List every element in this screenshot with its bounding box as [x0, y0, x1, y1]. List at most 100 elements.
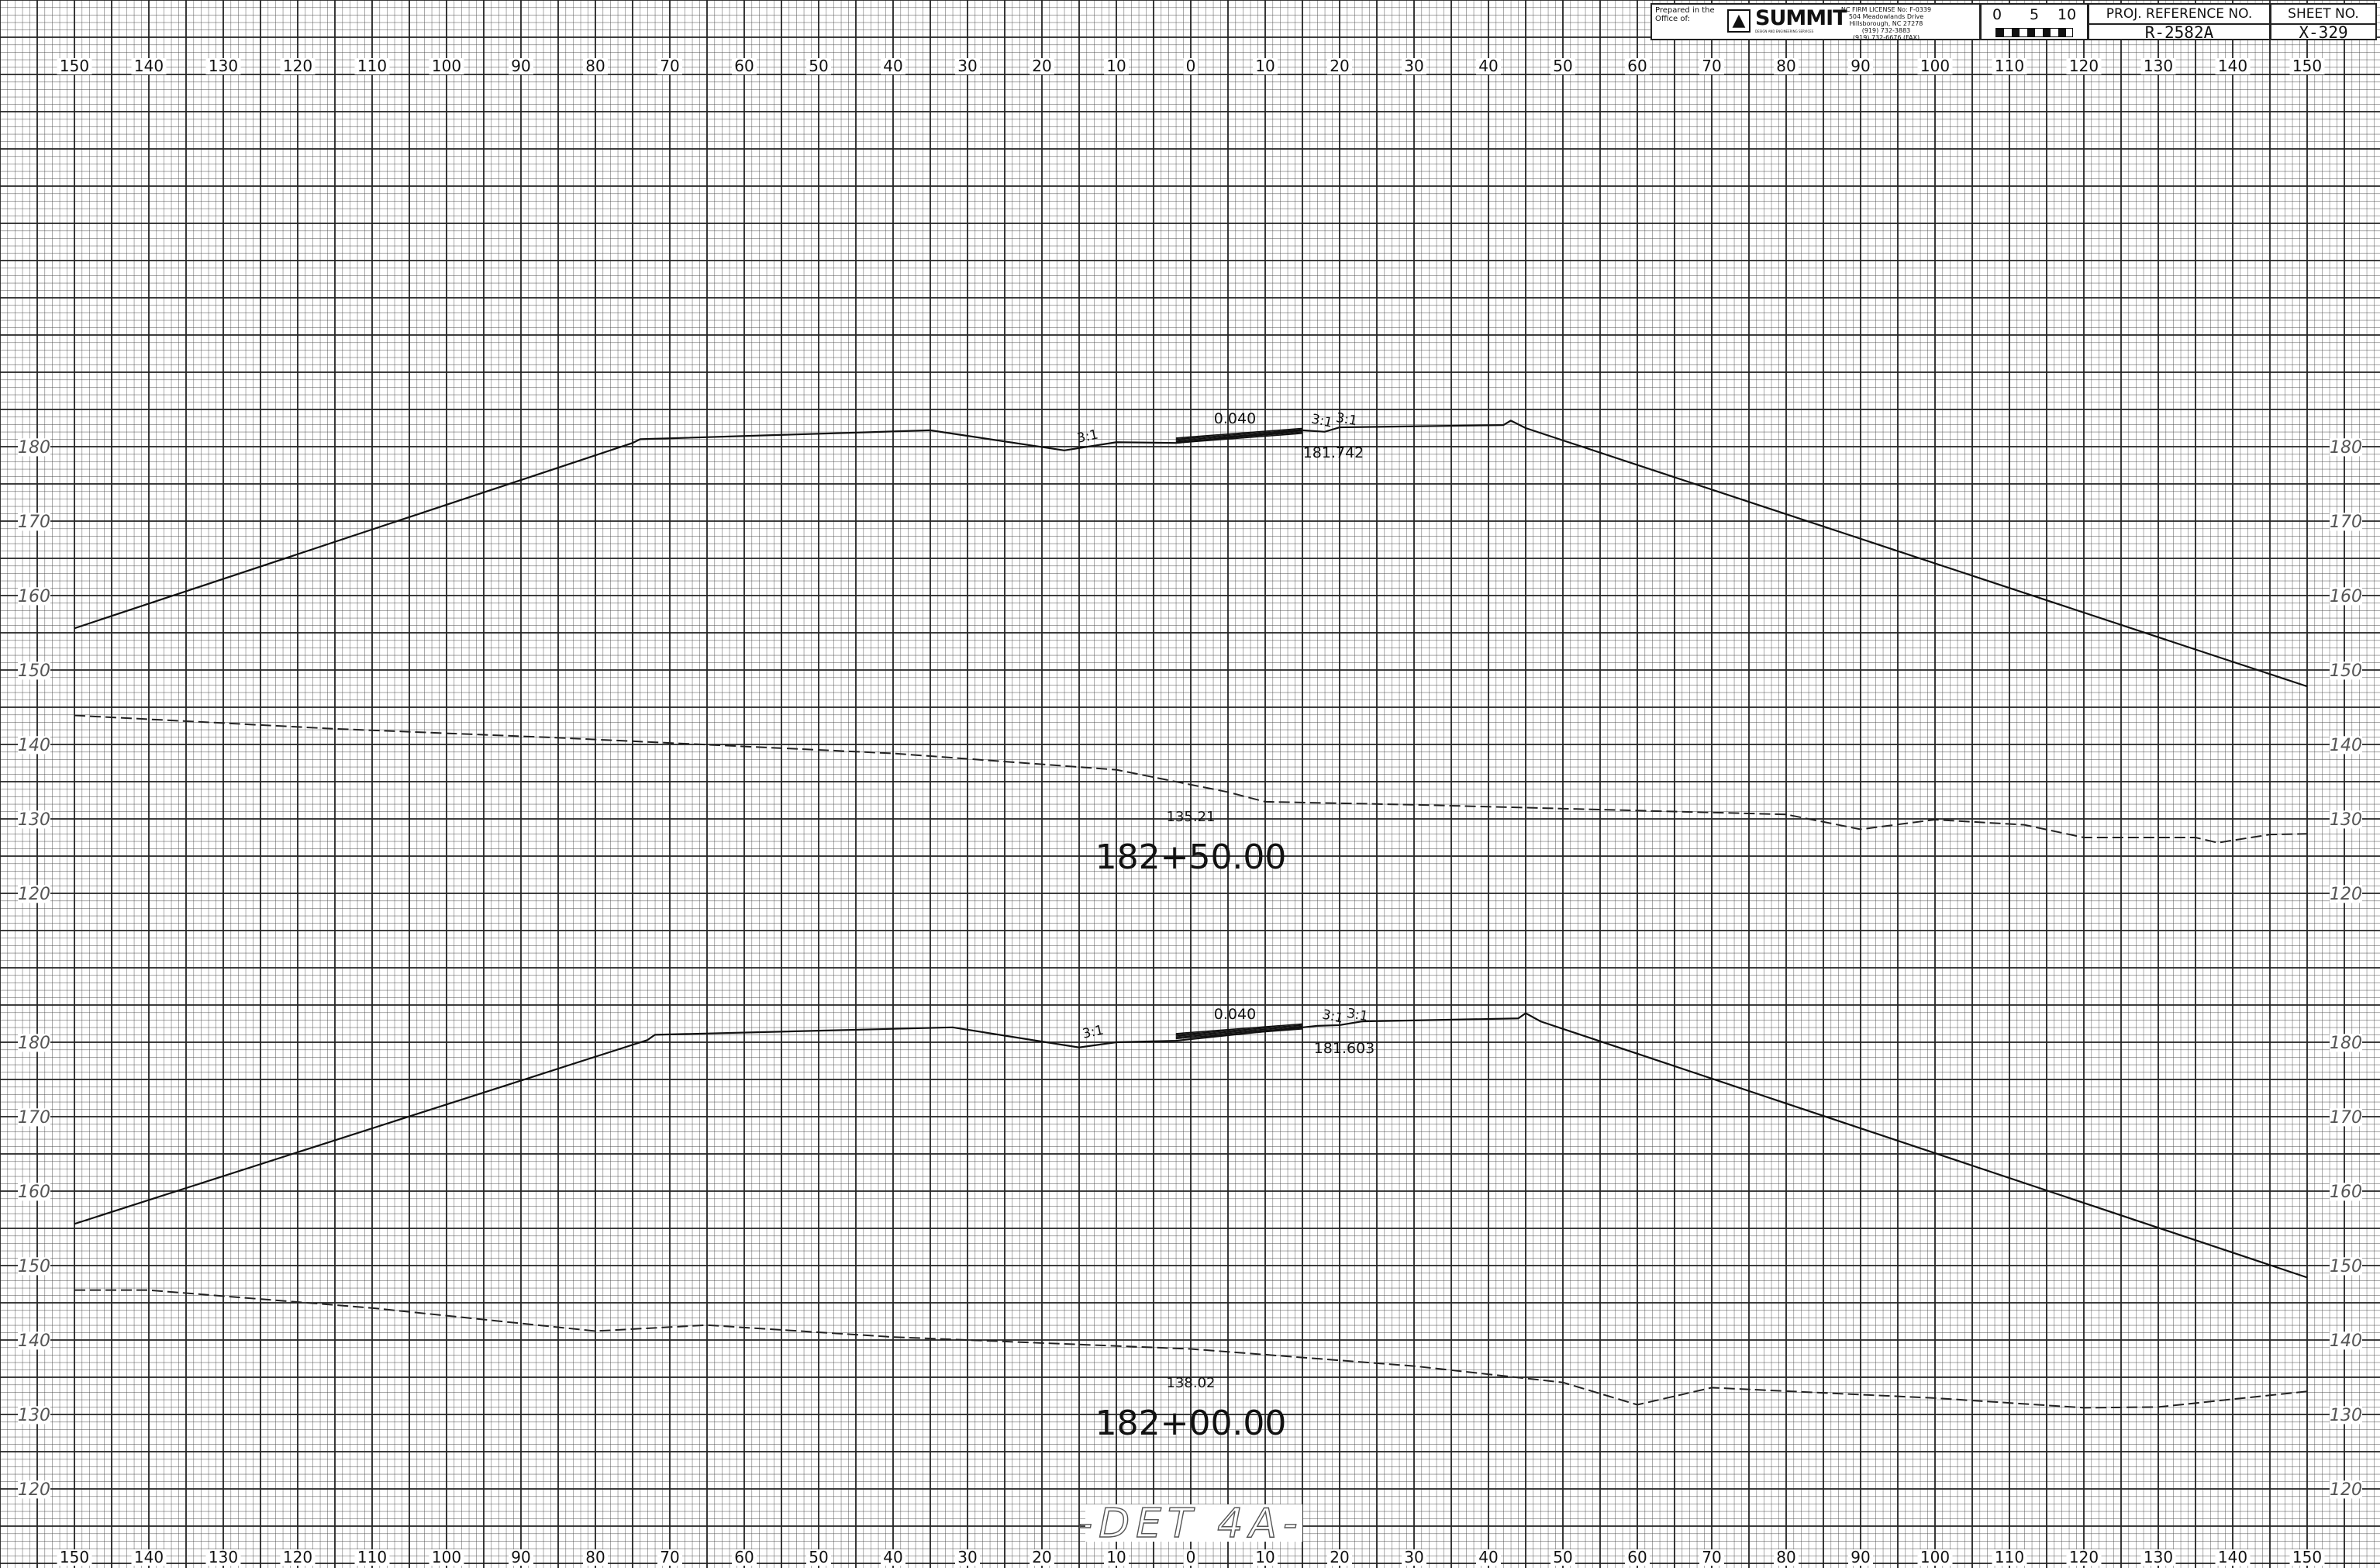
slope-label-right-2: 3:1 [1335, 410, 1358, 429]
x-axis-label-top: 110 [357, 57, 387, 75]
cross-slope-label: 0.040 [1214, 410, 1256, 427]
x-axis-label-top-bg [732, 58, 757, 74]
elevation-label-left: 120 [18, 885, 50, 904]
x-axis-label-top: 140 [2218, 57, 2247, 75]
x-axis-label-top-bg [1550, 58, 1575, 74]
pavement-layer-line [1175, 429, 1303, 440]
elevation-label-left: 160 [18, 1183, 50, 1202]
elevation-label-left-bg [18, 1034, 50, 1052]
elevation-label-left-bg [18, 1183, 50, 1201]
x-axis-label-bottom: 90 [1851, 1548, 1870, 1566]
station-label: 182+50.00 [1095, 838, 1287, 877]
x-axis-label-top: 120 [283, 57, 312, 75]
x-axis-label-bottom-bg [2215, 1549, 2251, 1566]
sheet-no-box: SHEET NO. X-329 [2270, 3, 2377, 42]
x-axis-label-bottom-bg [509, 1549, 533, 1566]
elevation-label-right-bg [2330, 661, 2362, 680]
x-axis-label-bottom-bg [131, 1549, 167, 1566]
x-axis-label-bottom: 100 [1920, 1548, 1950, 1566]
x-axis-label-bottom: 150 [60, 1548, 89, 1566]
x-axis-label-top: 20 [1330, 57, 1349, 75]
elevation-label-left-bg [18, 1108, 50, 1127]
elevation-label-left-bg [18, 661, 50, 680]
grade-elevation-label: 181.742 [1303, 444, 1364, 461]
x-axis-label-top: 60 [1627, 57, 1647, 75]
elevation-label-right: 120 [2330, 885, 2362, 904]
elevation-label-left: 180 [18, 438, 50, 458]
firm-phone: (919) 732-3883 [1861, 27, 1911, 34]
x-axis-label-top-bg [1030, 58, 1054, 74]
x-axis-label-bottom: 40 [883, 1548, 902, 1566]
pavement-layer-line [1175, 431, 1303, 443]
x-axis-label-top-bg [1183, 58, 1199, 74]
x-axis-label-bottom-bg [2140, 1549, 2176, 1566]
x-axis-label-bottom-bg [354, 1549, 390, 1566]
x-axis-label-bottom: 130 [209, 1548, 238, 1566]
elevation-label-right-bg [2330, 1331, 2362, 1350]
pavement-layer-line [1175, 1023, 1303, 1034]
elevation-label-right-bg [2330, 1480, 2362, 1499]
x-axis-label-top: 50 [809, 57, 828, 75]
elevation-label-right-bg [2330, 1108, 2362, 1127]
x-axis-label-top: 10 [1255, 57, 1275, 75]
x-axis-label-top: 40 [1478, 57, 1498, 75]
x-axis-label-top: 100 [432, 57, 461, 75]
elevation-label-right: 140 [2330, 736, 2362, 755]
firm-logo-text: SUMMIT [1755, 6, 1847, 30]
x-axis-label-top: 120 [2069, 57, 2099, 75]
x-axis-label-bottom-bg [583, 1549, 608, 1566]
x-axis-label-bottom-bg [732, 1549, 757, 1566]
footer-label-bg [1085, 1504, 1302, 1542]
pavement-layer-line [1175, 1025, 1303, 1037]
elevation-label-left: 170 [18, 513, 50, 532]
x-axis-label-top-bg [2215, 58, 2251, 74]
firm-fax: (919) 732-6676 (FAX) [1852, 34, 1920, 41]
elevation-label-left-bg [18, 438, 50, 457]
elevation-label-left: 140 [18, 1331, 50, 1351]
x-axis-label-bottom: 40 [1478, 1548, 1498, 1566]
x-axis-label-bottom-bg [1917, 1549, 1953, 1566]
x-axis-label-top-bg [1917, 58, 1953, 74]
elevation-label-right-bg [2330, 1257, 2362, 1276]
elevation-label-right: 130 [2330, 810, 2362, 830]
x-axis-label-bottom: 70 [1702, 1548, 1721, 1566]
sheet-no-value: X-329 [2299, 23, 2348, 42]
x-axis-label-bottom-bg [1699, 1549, 1724, 1566]
elevation-label-right: 130 [2330, 1406, 2362, 1425]
x-axis-label-bottom: 70 [660, 1548, 679, 1566]
elevation-label-left-bg [18, 1331, 50, 1350]
x-axis-label-bottom-bg [1183, 1549, 1199, 1566]
x-axis-label-top: 90 [511, 57, 530, 75]
firm-info: NC FIRM LICENSE No: F-0339 504 Meadowlan… [1832, 6, 1940, 41]
elevation-label-left: 170 [18, 1108, 50, 1128]
x-axis-label-bottom-bg [1253, 1549, 1278, 1566]
x-axis-label-bottom: 20 [1330, 1548, 1349, 1566]
x-axis-label-top: 150 [2292, 57, 2322, 75]
elevation-label-right: 170 [2330, 1108, 2362, 1128]
x-axis-label-top: 80 [1776, 57, 1795, 75]
firm-street: 504 Meadowlands Drive [1848, 13, 1924, 20]
x-axis-label-top-bg [2066, 58, 2102, 74]
x-axis-label-top-bg [1253, 58, 1278, 74]
firm-tagline: DESIGN AND ENGINEERING SERVICES [1755, 29, 1814, 33]
x-axis-label-top-bg [354, 58, 390, 74]
ground-elevation-label: 138.02 [1167, 1375, 1216, 1391]
x-axis-label-top-bg [583, 58, 608, 74]
x-axis-label-bottom-bg [955, 1549, 980, 1566]
x-axis-label-bottom: 140 [134, 1548, 164, 1566]
pavement-layer-line [1175, 430, 1303, 441]
x-axis-label-top-bg [1774, 58, 1799, 74]
x-axis-label-bottom: 80 [1776, 1548, 1795, 1566]
x-axis-label-bottom: 90 [511, 1548, 530, 1566]
prepared-box: Prepared in the Office of: ▲ SUMMIT DESI… [1650, 3, 1981, 41]
x-axis-label-bottom-bg [1992, 1549, 2027, 1566]
scale-bar [1995, 28, 2073, 37]
x-axis-label-bottom-bg [57, 1549, 92, 1566]
x-axis-label-bottom: 60 [1627, 1548, 1647, 1566]
elevation-label-left-bg [18, 736, 50, 755]
ground-profile-line [74, 714, 2308, 844]
elevation-label-left-bg [18, 513, 50, 531]
elevation-label-left-bg [18, 587, 50, 606]
x-axis-label-top-bg [57, 58, 92, 74]
scale-label-10: 10 [2057, 6, 2077, 23]
